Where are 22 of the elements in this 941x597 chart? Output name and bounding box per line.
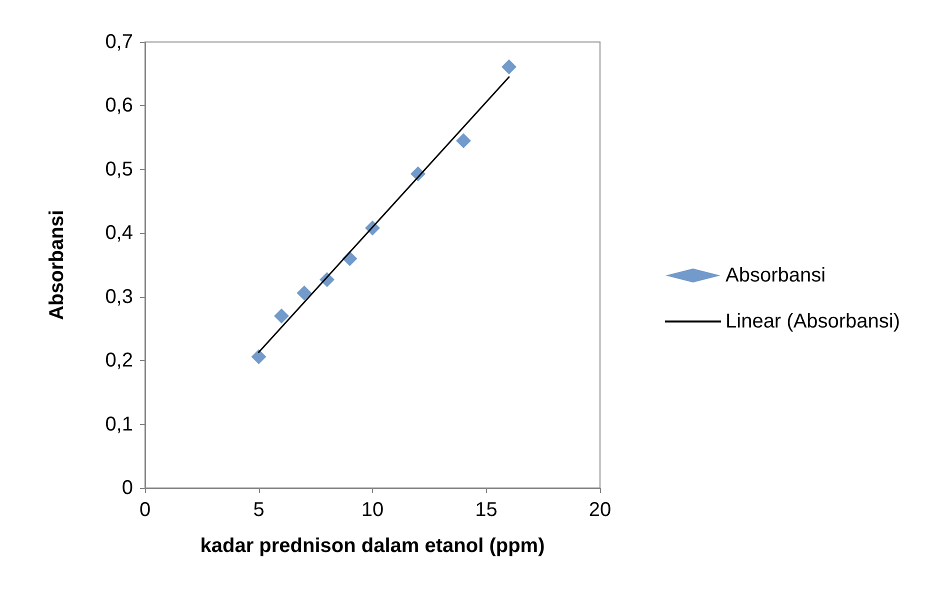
y-tick-label: 0,4: [105, 222, 133, 244]
x-tick-label: 10: [361, 499, 384, 521]
y-tick-label: 0: [122, 477, 133, 499]
legend-label: Linear (Absorbansi): [726, 310, 900, 332]
x-tick-label: 0: [139, 499, 151, 521]
y-axis-title: Absorbansi: [46, 210, 68, 320]
legend-label: Absorbansi: [726, 264, 826, 286]
y-tick-label: 0,2: [105, 350, 133, 372]
y-tick-label: 0,1: [105, 413, 133, 436]
x-tick-label: 20: [588, 499, 612, 521]
point: [456, 133, 471, 148]
y-tick-label: 0,5: [105, 158, 133, 180]
x-axis-title: kadar prednison dalam etanol (ppm): [200, 535, 545, 557]
point: [296, 286, 312, 301]
y-tick-label: 0,7: [105, 31, 133, 53]
x-tick-label: 15: [475, 499, 498, 521]
y-tick-label: 0,6: [105, 94, 133, 117]
y-tick-label: 0,3: [105, 286, 133, 308]
x-tick-label: 5: [253, 499, 264, 521]
point: [502, 59, 516, 74]
point: [274, 308, 289, 324]
point: [251, 349, 266, 364]
